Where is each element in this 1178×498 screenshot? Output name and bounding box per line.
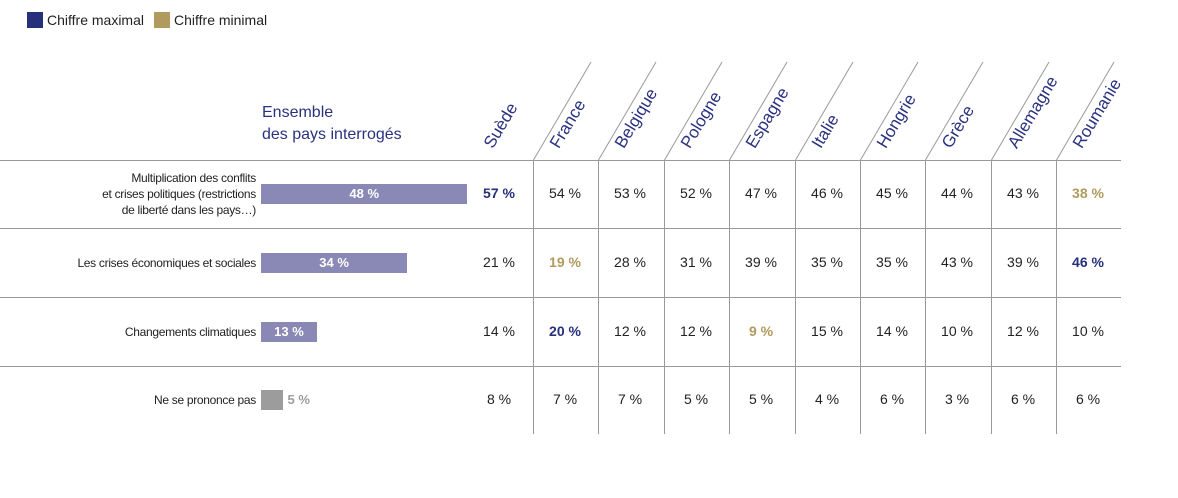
value-cell: 10 % [941, 322, 973, 339]
value-cell: 12 % [614, 322, 646, 339]
value-cell: 19 % [549, 253, 581, 270]
overall-bar: 5 % [261, 390, 310, 410]
value-cell: 43 % [1007, 185, 1039, 201]
header-slant-line [664, 61, 723, 161]
overall-bar-label: 5 % [287, 392, 310, 407]
value-cell: 12 % [680, 322, 712, 339]
value-cell: 31 % [680, 253, 712, 270]
row-label-line: Les crises économiques et sociales [77, 255, 256, 270]
value-cell: 53 % [614, 185, 646, 201]
header-slant-line [860, 61, 919, 161]
value-cell: 6 % [879, 391, 905, 407]
value-cell: 44 % [941, 185, 973, 201]
value-cell: 15 % [811, 322, 843, 339]
row-label: Changements climatiques [125, 324, 256, 340]
value-cell: 54 % [549, 185, 581, 201]
header-slant-line [991, 61, 1050, 161]
value-cell: 38 % [1072, 185, 1104, 201]
row-label-line: Changements climatiques [124, 324, 256, 339]
value-cell: 57 % [483, 185, 515, 201]
legend-swatch-min [154, 12, 170, 28]
legend: Chiffre maximal Chiffre minimal [27, 12, 277, 28]
legend-label: Chiffre minimal [174, 12, 268, 28]
legend-swatch-max [27, 12, 43, 28]
row-label-line: Ne se prononce pas [153, 393, 256, 407]
row-label-line: et crises politiques (restrictions [102, 187, 256, 201]
value-cell: 43 % [941, 253, 973, 270]
row-label: Les crises économiques et sociales [77, 255, 256, 271]
value-cell: 7 % [617, 391, 643, 407]
overall-bar: 13 % [261, 321, 317, 342]
header-slant-line [533, 61, 592, 161]
legend-item-min: Chiffre minimal [154, 12, 267, 28]
header-slant-line [598, 61, 657, 161]
value-cell: 6 % [1010, 391, 1036, 407]
header-slant-line [925, 61, 984, 161]
value-cell: 7 % [552, 391, 578, 407]
value-cell: 46 % [811, 185, 843, 201]
row-label: Multiplication des conflits et crises pol… [102, 170, 256, 218]
row-label-line: Multiplication des conflits [131, 171, 256, 185]
value-cell: 45 % [876, 185, 908, 201]
value-cell: 10 % [1072, 322, 1104, 339]
overall-bar: 34 % [261, 252, 408, 273]
value-cell: 39 % [1007, 253, 1039, 270]
value-cell: 35 % [811, 253, 843, 270]
value-cell: 47 % [745, 185, 777, 201]
value-cell: 35 % [876, 253, 908, 270]
value-cell: 12 % [1007, 322, 1039, 339]
overall-header: Ensemble des pays interrogés [262, 102, 402, 146]
row-label-line: de liberté dans les pays…) [121, 203, 257, 217]
legend-label: Chiffre maximal [47, 12, 144, 28]
value-cell: 39 % [745, 253, 777, 270]
value-cell: 28 % [614, 253, 646, 270]
legend-item-max: Chiffre maximal [27, 12, 144, 28]
value-cell: 6 % [1075, 391, 1101, 407]
row-label: Ne se prononce pas [154, 392, 256, 408]
value-cell: 4 % [814, 391, 840, 407]
header-slant-line [1056, 61, 1115, 161]
value-cell: 5 % [748, 391, 774, 407]
value-cell: 52 % [680, 185, 712, 201]
overall-header-line: des pays interrogés [262, 126, 402, 143]
value-cell: 9 % [748, 322, 774, 339]
value-cell: 14 % [876, 322, 908, 339]
value-cell: 46 % [1072, 253, 1104, 270]
header-slant-line [729, 61, 788, 161]
overall-bar: 48 % [261, 184, 468, 204]
overall-header-line: Ensemble [262, 104, 334, 121]
value-cell: 8 % [486, 391, 512, 407]
header-slant-line [795, 61, 854, 161]
value-cell: 5 % [683, 391, 709, 407]
value-cell: 21 % [483, 253, 515, 270]
value-cell: 3 % [944, 391, 970, 407]
value-cell: 20 % [549, 322, 581, 339]
value-cell: 14 % [483, 322, 515, 339]
